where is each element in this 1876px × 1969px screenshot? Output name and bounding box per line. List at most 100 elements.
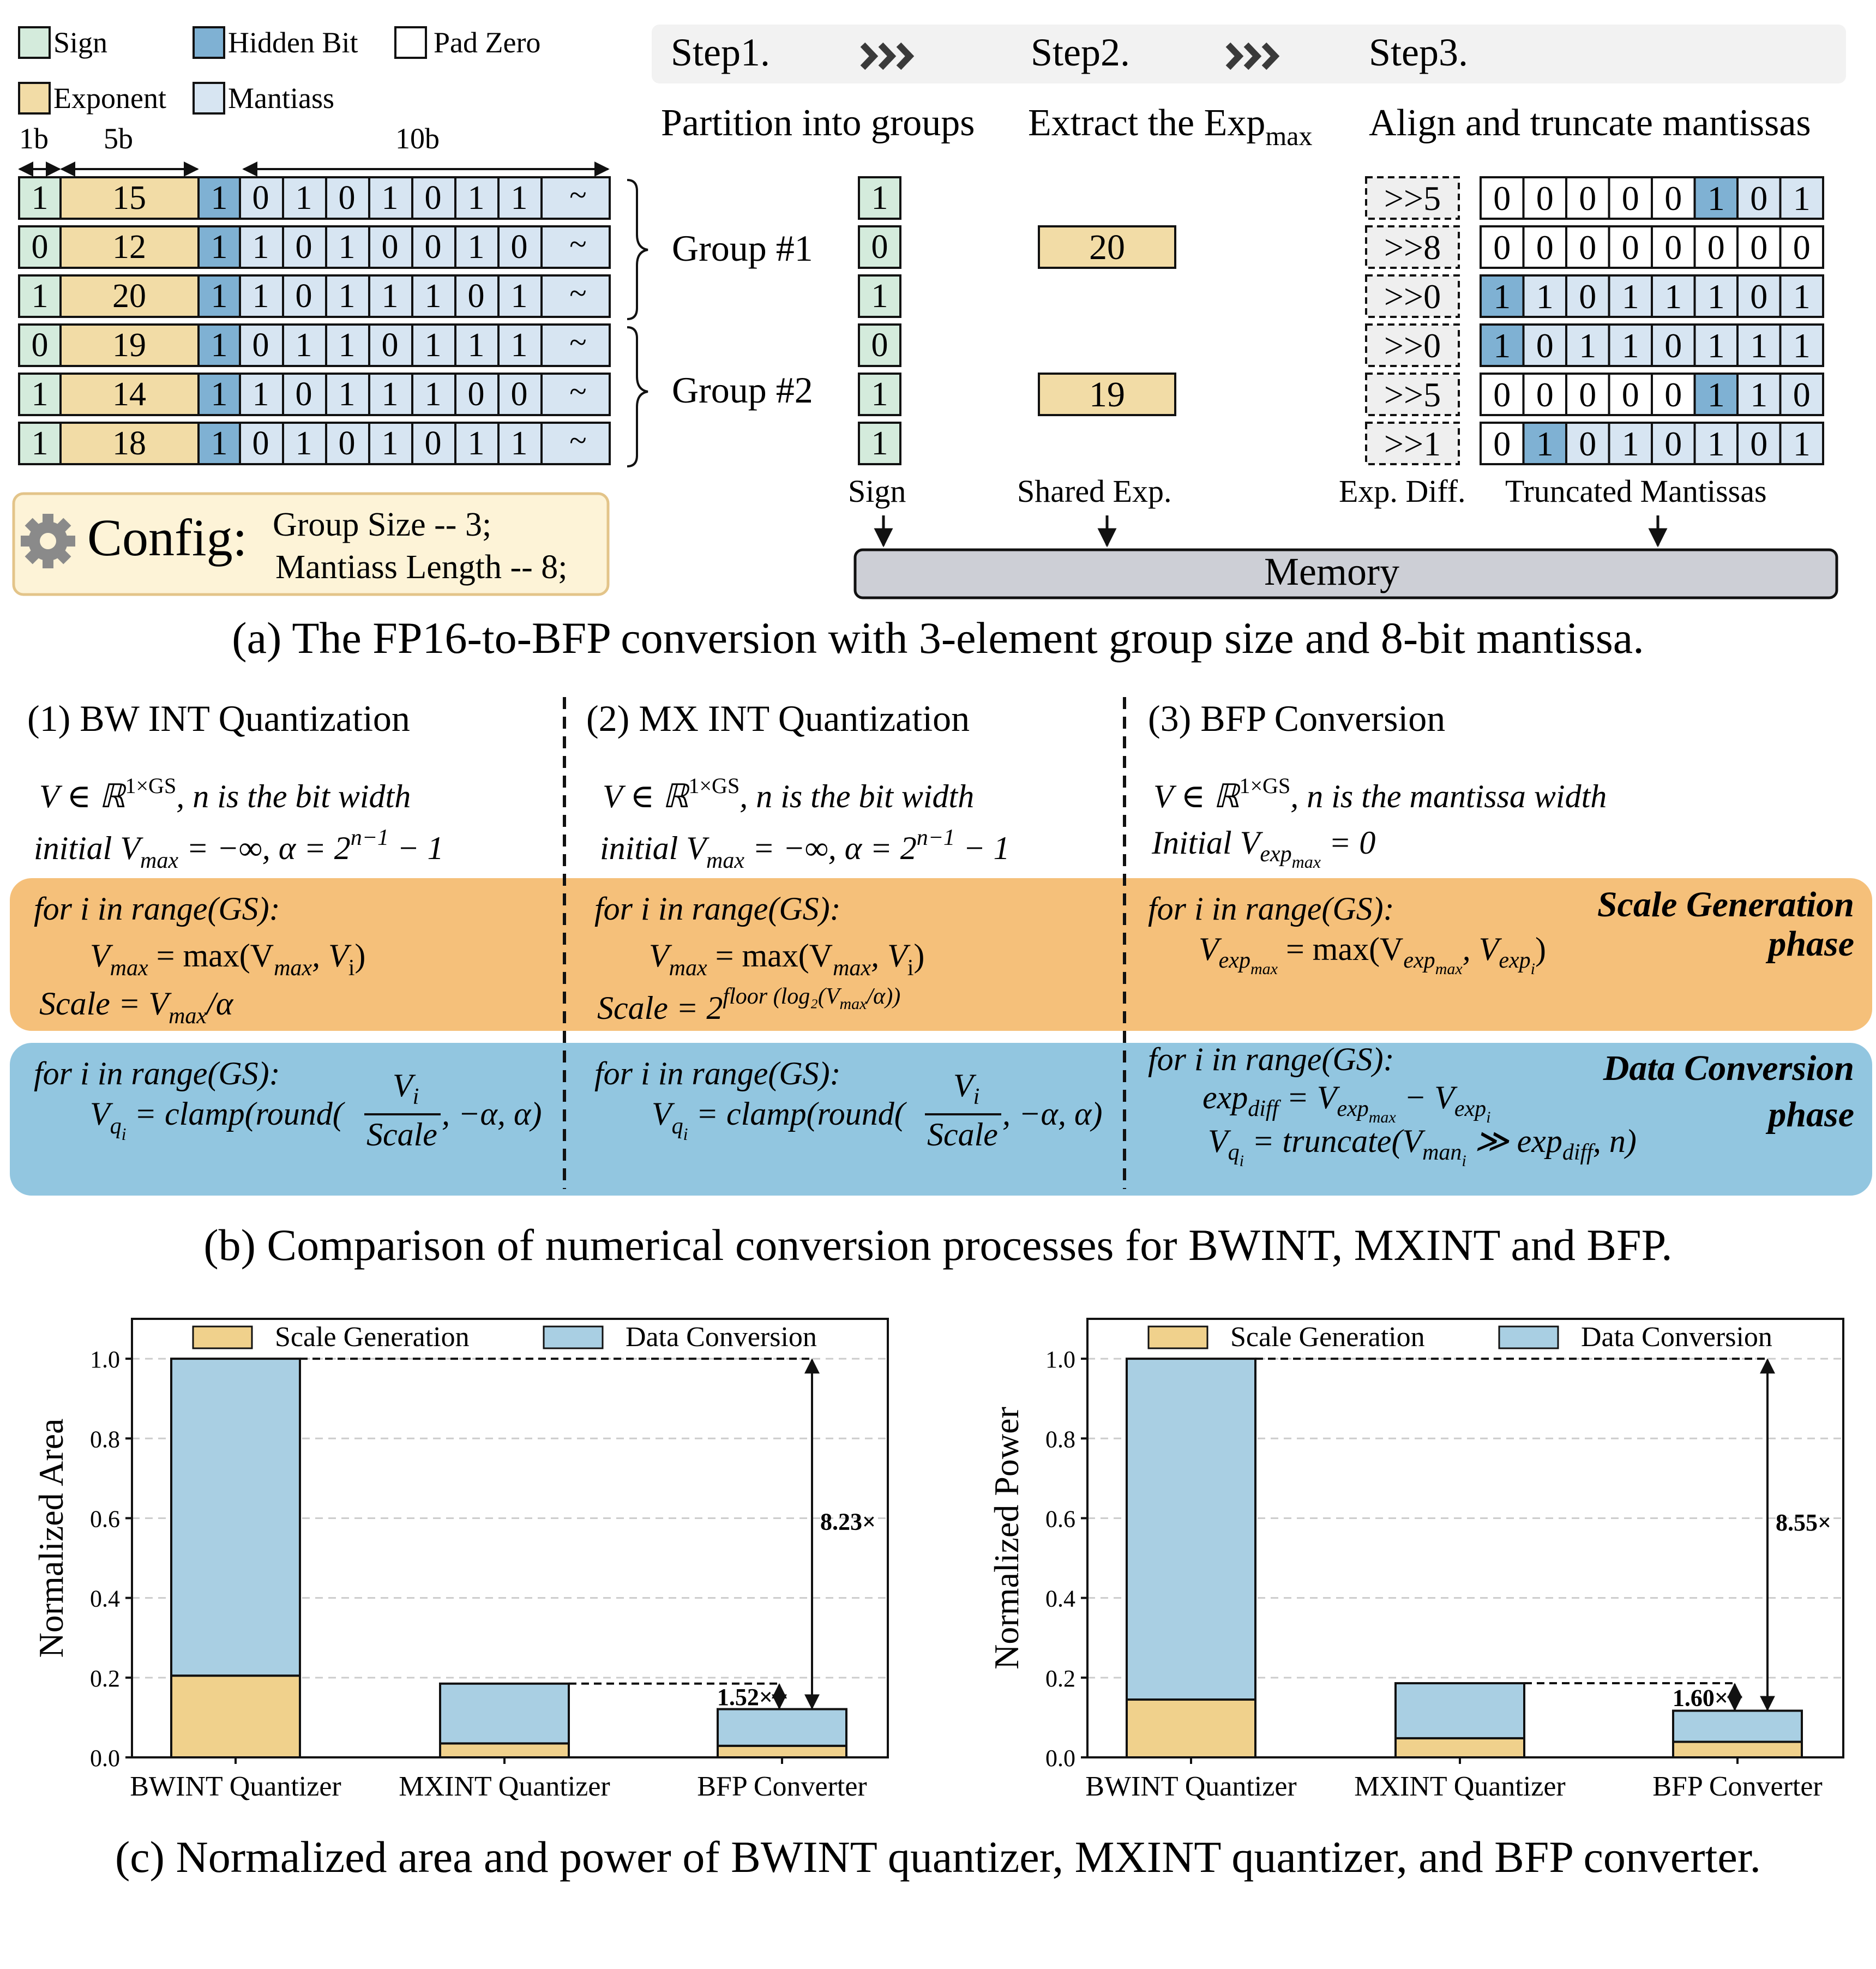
trunc-bit-cell bbox=[1736, 225, 1782, 269]
trunc-bit: 1 bbox=[1622, 277, 1639, 316]
exponent-cell bbox=[59, 225, 200, 269]
trunc-bit-cell bbox=[1608, 225, 1653, 269]
group-1-label: Group #1 bbox=[672, 227, 813, 269]
mantissa-bit: 1 bbox=[252, 229, 269, 266]
col3-for-data: for i in range(GS): bbox=[1148, 1041, 1394, 1077]
sign-bit: 0 bbox=[32, 229, 49, 266]
trunc-bit: 1 bbox=[1750, 326, 1767, 365]
col2-for-data: for i in range(GS): bbox=[594, 1055, 841, 1091]
exp-diff-value: >>5 bbox=[1384, 179, 1441, 218]
trunc-bit: 0 bbox=[1622, 179, 1639, 218]
y-tick-label: 0.6 bbox=[1045, 1505, 1075, 1532]
mantissa-cell bbox=[239, 373, 611, 416]
shared-exp-cell bbox=[1038, 373, 1176, 416]
col2-dc1-den: Scale bbox=[927, 1116, 998, 1152]
trunc-bit-cell bbox=[1651, 373, 1696, 416]
mantissa-cell bbox=[239, 323, 611, 367]
out-sign-cell bbox=[858, 225, 901, 269]
hidden-bit-cell bbox=[197, 225, 241, 269]
mantissa-bit: 1 bbox=[511, 278, 528, 315]
y-axis-label: Normalized Power bbox=[987, 1407, 1026, 1670]
trunc-bit-cell bbox=[1693, 176, 1739, 220]
mantissa-bit: 0 bbox=[252, 327, 269, 364]
caption-b: (b) Comparison of numerical conversion p… bbox=[203, 1220, 1672, 1270]
out-sign-cell bbox=[858, 323, 901, 367]
col1-dc1-den: Scale bbox=[366, 1116, 437, 1152]
legend-exp-label: Exponent bbox=[53, 82, 166, 115]
hidden-bit: 1 bbox=[211, 376, 228, 413]
trunc-bit: 0 bbox=[1493, 424, 1511, 463]
group-braces bbox=[627, 179, 648, 467]
legend-a: Sign Hidden Bit Pad Zero Exponent Mantia… bbox=[18, 26, 540, 115]
width-sign-label: 1b bbox=[19, 122, 49, 155]
col2-dc1-num: Vi bbox=[953, 1067, 979, 1109]
sign-cell bbox=[18, 274, 62, 318]
sign-cell bbox=[18, 323, 62, 367]
trunc-bit: 0 bbox=[1493, 375, 1511, 414]
exponent-value: 19 bbox=[112, 327, 146, 364]
trunc-bit: 0 bbox=[1750, 179, 1767, 218]
shared-exp-cell bbox=[1038, 225, 1176, 269]
mantissa-bit: 0 bbox=[511, 376, 528, 413]
bar-data-conversion bbox=[717, 1708, 847, 1747]
col2-equations: V ∈ ℝ1×GS, n is the bit width initial Vm… bbox=[594, 773, 1102, 1152]
exp-diff-cell bbox=[1365, 225, 1460, 269]
exponent-value: 15 bbox=[112, 179, 146, 217]
trunc-bit-cell bbox=[1565, 323, 1610, 367]
trunc-bit: 1 bbox=[1707, 375, 1725, 414]
trunc-bit: 0 bbox=[1750, 424, 1767, 463]
trunc-bit-cell bbox=[1779, 225, 1824, 269]
data-phase-band bbox=[10, 1043, 1872, 1196]
col2-init1: V ∈ ℝ1×GS, n is the bit width bbox=[603, 773, 974, 814]
trunc-bit-cell bbox=[1736, 274, 1782, 318]
exp-diff-cell bbox=[1365, 422, 1460, 465]
exponent-value: 18 bbox=[112, 425, 146, 462]
trunc-bit: 0 bbox=[1579, 277, 1596, 316]
step-1-desc: Partition into groups bbox=[661, 102, 975, 144]
fp16-row: 1 15 1 0 1 0 1 0 1 1 ~ bbox=[18, 176, 611, 220]
area-chart: 0.0 0.2 0.4 0.6 0.8 1.0 Normalized Area BWINT Q… bbox=[32, 1318, 889, 1802]
trunc-bit-cell bbox=[1608, 176, 1653, 220]
panel-b: (1) BW INT Quantization (2) MX INT Quant… bbox=[10, 697, 1872, 1270]
trunc-bit: 1 bbox=[1493, 326, 1511, 365]
legend-pad-swatch bbox=[394, 26, 427, 59]
exp-diff-value: >>1 bbox=[1384, 424, 1441, 463]
out-sign-bit: 1 bbox=[871, 425, 888, 462]
mantissa-bit: 1 bbox=[252, 278, 269, 315]
group-2-label: Group #2 bbox=[672, 369, 813, 411]
exp-diff-cell bbox=[1365, 373, 1460, 416]
hidden-bit-cell bbox=[197, 176, 241, 220]
col1-init2: initial Vmax = −∞, α = 2n−1 − 1 bbox=[34, 825, 444, 873]
trunc-bit: 0 bbox=[1664, 424, 1682, 463]
trunc-bit: 1 bbox=[1536, 277, 1554, 316]
mantissa-bit: 1 bbox=[468, 425, 485, 462]
width-mant-label: 10b bbox=[395, 122, 440, 155]
mantissa-bit: 1 bbox=[468, 229, 485, 266]
config-line-1: Group Size -- 3; bbox=[273, 506, 491, 543]
trunc-bit-cell bbox=[1608, 373, 1653, 416]
bar-data-conversion bbox=[439, 1682, 570, 1745]
col2-sg1: Vmax = max(Vmax, Vi) bbox=[649, 938, 924, 981]
exp-diff-value: >>0 bbox=[1384, 277, 1441, 316]
out-sign-bit: 1 bbox=[871, 376, 888, 413]
sign-bit: 0 bbox=[32, 327, 49, 364]
out-label-shared: Shared Exp. bbox=[1017, 473, 1172, 509]
mantissa-bit: 1 bbox=[296, 327, 312, 364]
trunc-bit-cell bbox=[1736, 422, 1782, 465]
trunc-bit: 1 bbox=[1793, 326, 1811, 365]
trunc-bit: 1 bbox=[1707, 424, 1725, 463]
legend-mant-swatch bbox=[193, 82, 225, 115]
y-tick-label: 0.8 bbox=[90, 1426, 120, 1452]
col3-title: (3) BFP Conversion bbox=[1148, 698, 1445, 739]
trunc-bit-cell bbox=[1522, 422, 1567, 465]
hidden-bit-cell bbox=[197, 422, 241, 465]
panel-c: 0.0 0.2 0.4 0.6 0.8 1.0 Normalized Area BWINT Q… bbox=[32, 1318, 1844, 1882]
mantissa-bit: 1 bbox=[382, 425, 399, 462]
step-1: Step1. bbox=[671, 31, 770, 74]
legend-sign-label: Sign bbox=[53, 26, 107, 59]
bar-data-conversion bbox=[170, 1358, 301, 1677]
out-sign-bit: 1 bbox=[871, 179, 888, 217]
bar-scale-generation bbox=[1394, 1737, 1525, 1758]
trunc-bit-cell bbox=[1565, 274, 1610, 318]
bar-data-conversion bbox=[1394, 1682, 1525, 1739]
